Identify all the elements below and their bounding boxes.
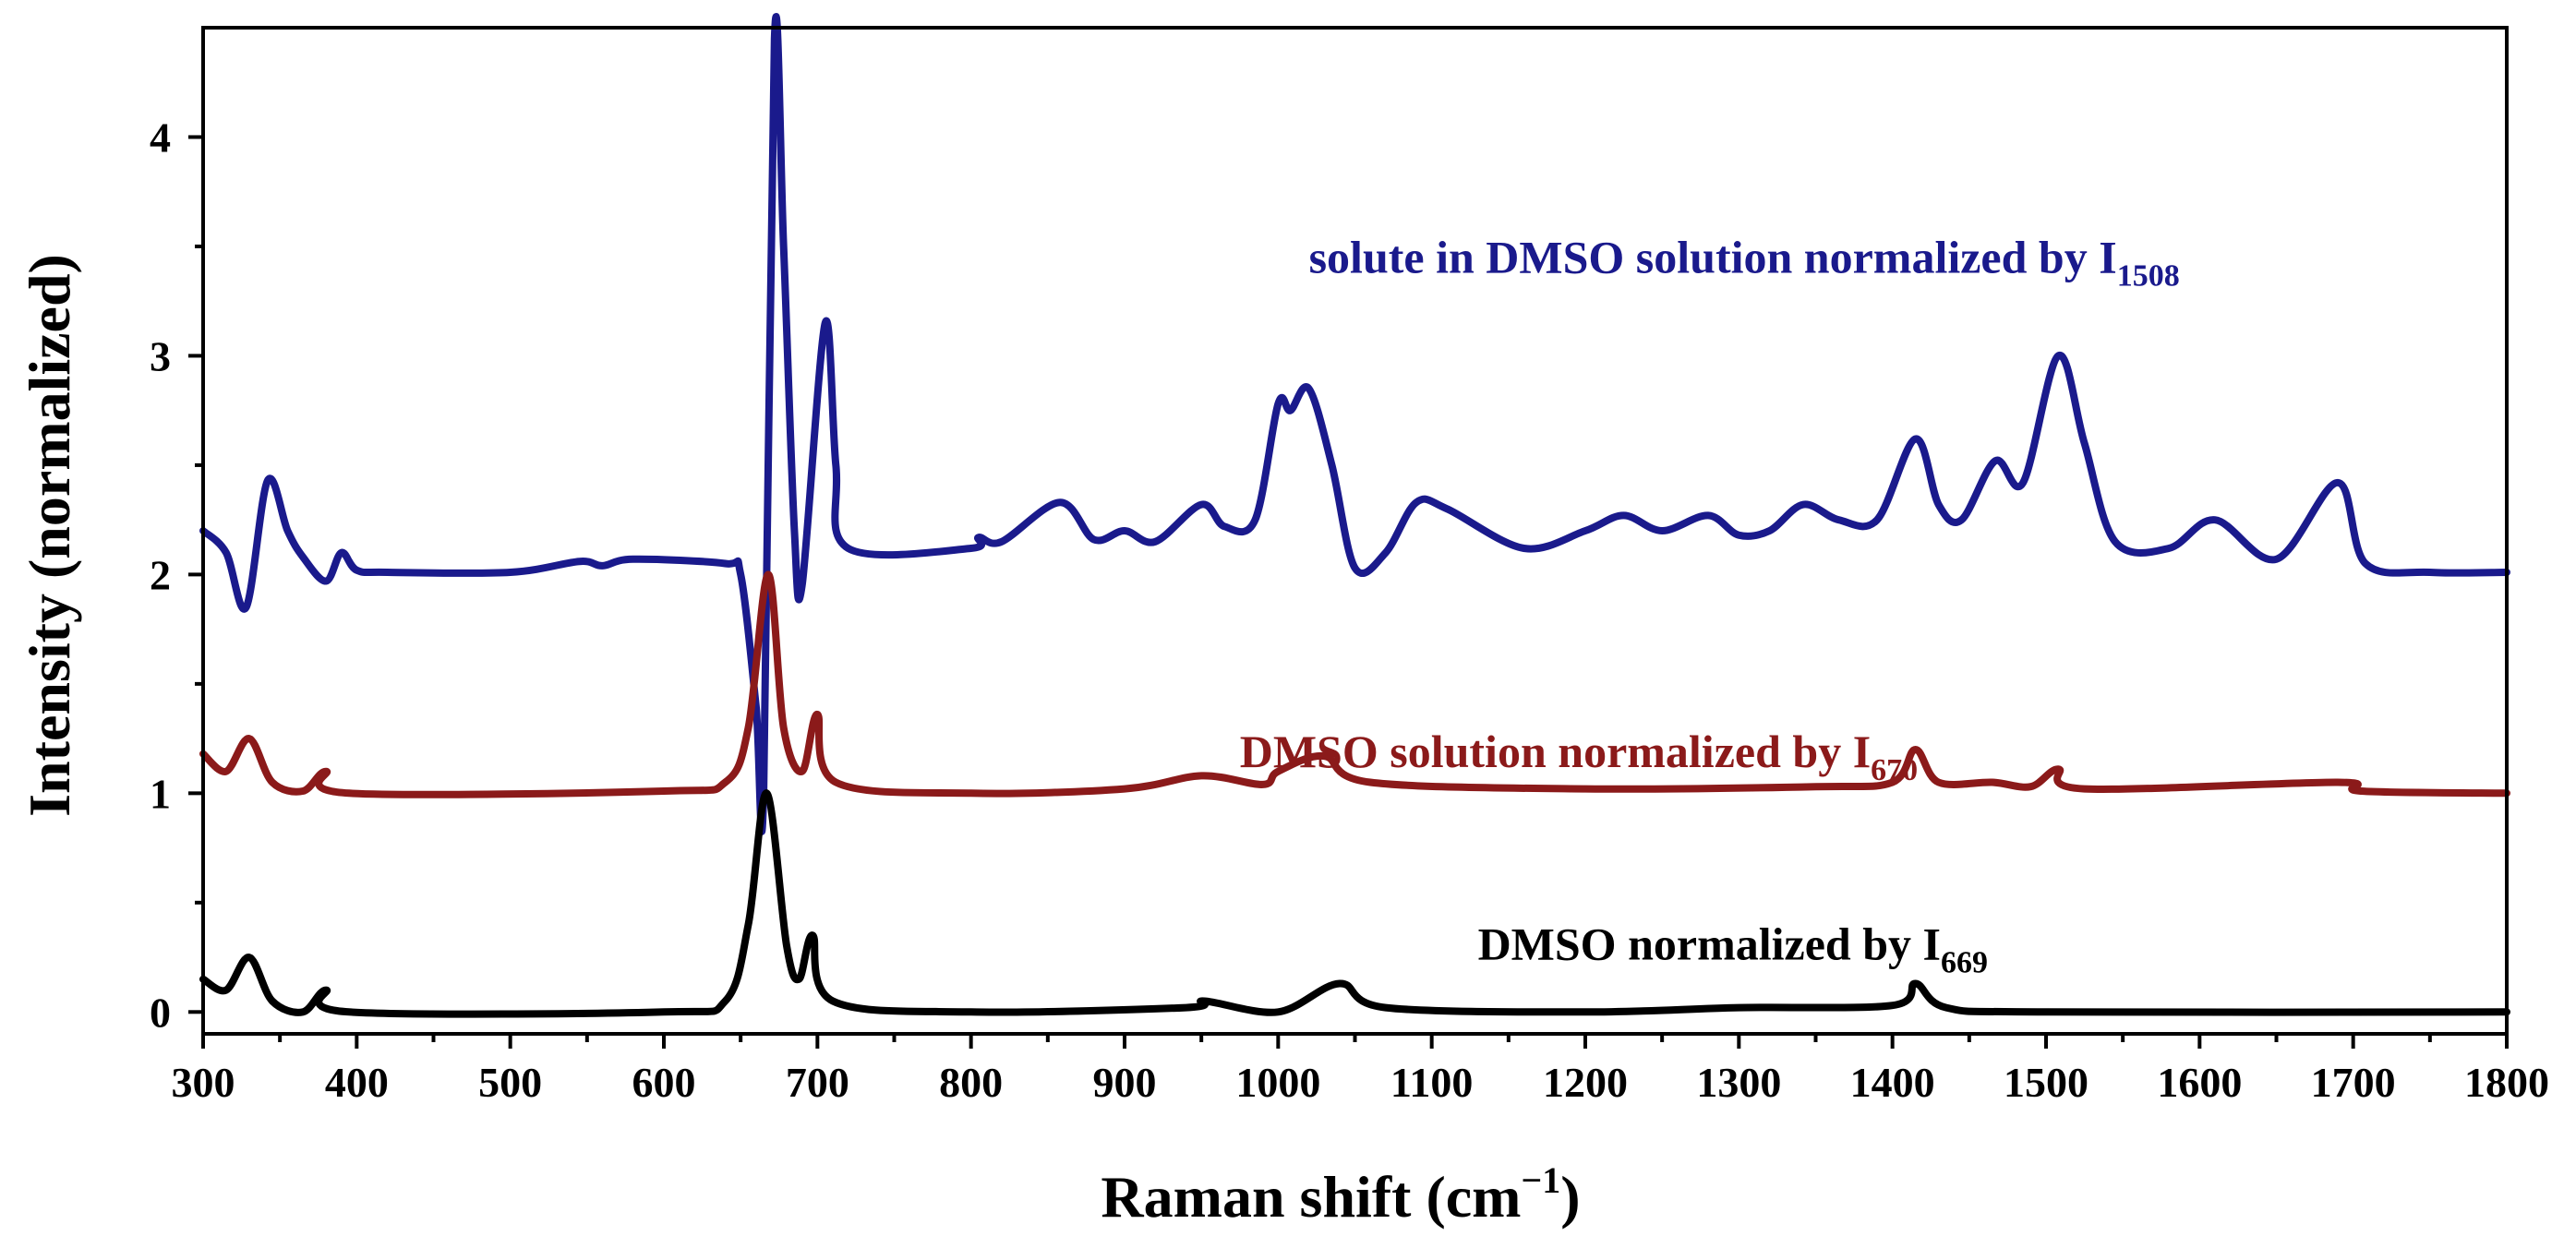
x-tick-label: 1100 bbox=[1390, 1059, 1473, 1106]
x-tick-label: 400 bbox=[325, 1059, 389, 1106]
x-tick-label: 600 bbox=[632, 1059, 696, 1106]
y-tick-label: 1 bbox=[150, 770, 171, 817]
x-tick-label: 1400 bbox=[1850, 1059, 1935, 1106]
x-tick-label: 1800 bbox=[2464, 1059, 2549, 1106]
series-label-2: DMSO normalized by I669 bbox=[1478, 918, 1988, 979]
series-line-0 bbox=[199, 13, 2510, 835]
series-label-1: DMSO solution normalized by I670 bbox=[1240, 726, 1918, 787]
y-tick-label: 4 bbox=[150, 114, 171, 161]
x-tick-label: 1300 bbox=[1696, 1059, 1781, 1106]
x-axis-title: Raman shift (cm−1) bbox=[1101, 1159, 1580, 1230]
label-layer: solute in DMSO solution normalized by I1… bbox=[1240, 231, 2180, 979]
series-line-1 bbox=[199, 570, 2510, 798]
x-tick-label: 1600 bbox=[2157, 1059, 2242, 1106]
series-layer bbox=[199, 13, 2510, 1018]
x-tick-label: 300 bbox=[172, 1059, 235, 1106]
x-tick-label: 1200 bbox=[1543, 1059, 1628, 1106]
y-axis-title: Intensity (normalized) bbox=[17, 254, 82, 817]
x-tick-label: 900 bbox=[1093, 1059, 1157, 1106]
tick-layer: 300 400 500 600 700 800 900 1000 1100 1200 1300 140… bbox=[150, 114, 2549, 1106]
y-tick-label: 0 bbox=[150, 989, 171, 1036]
x-tick-label: 800 bbox=[939, 1059, 1003, 1106]
x-tick-label: 1700 bbox=[2311, 1059, 2396, 1106]
x-tick-label: 1000 bbox=[1235, 1059, 1320, 1106]
x-tick-label: 1500 bbox=[2004, 1059, 2088, 1106]
y-tick-label: 3 bbox=[150, 332, 171, 379]
series-line-2 bbox=[199, 789, 2510, 1018]
x-tick-label: 500 bbox=[478, 1059, 542, 1106]
x-tick-label: 700 bbox=[786, 1059, 849, 1106]
y-tick-label: 2 bbox=[150, 551, 171, 598]
series-label-0: solute in DMSO solution normalized by I1… bbox=[1309, 231, 2180, 293]
